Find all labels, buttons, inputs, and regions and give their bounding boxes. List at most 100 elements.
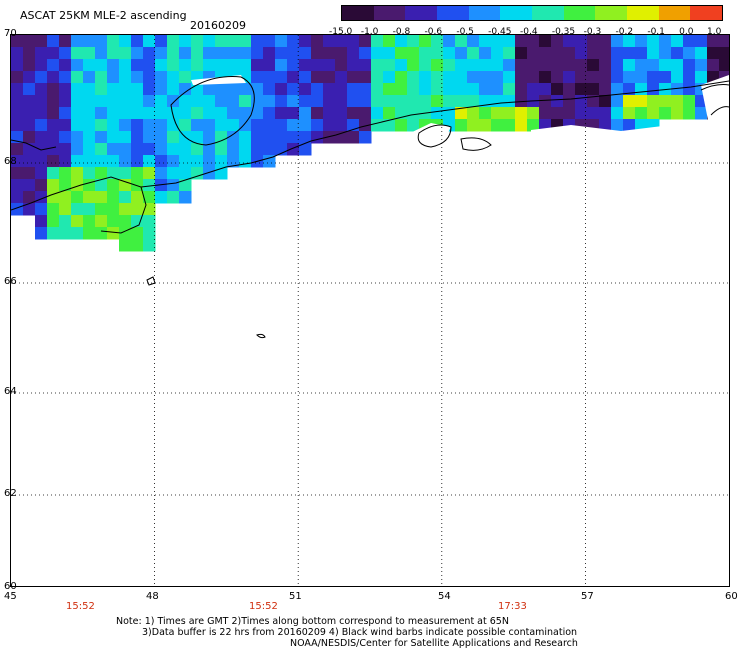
data-cell (599, 107, 612, 120)
data-cell (131, 143, 144, 156)
data-cell (59, 119, 72, 132)
data-cell (131, 83, 144, 96)
data-cell (131, 167, 144, 180)
data-cell (23, 203, 36, 216)
data-cell (95, 131, 108, 144)
data-cell (203, 59, 216, 72)
data-cell (71, 35, 84, 48)
data-cell (143, 71, 156, 84)
data-cell (251, 131, 264, 144)
lat-label-70: 70 (4, 28, 17, 39)
coastline (11, 76, 729, 339)
data-cell (311, 83, 324, 96)
data-cell (407, 47, 420, 60)
data-cell (395, 59, 408, 72)
data-cell (263, 95, 276, 108)
data-cell (635, 71, 648, 84)
data-cell (167, 155, 180, 168)
data-cell (215, 59, 228, 72)
data-cell (59, 35, 72, 48)
data-cell (347, 35, 360, 48)
data-cell (179, 95, 192, 108)
data-cell (155, 35, 168, 48)
data-cell (575, 71, 588, 84)
data-cell (203, 119, 216, 132)
data-cell (623, 107, 636, 120)
data-cell (47, 71, 60, 84)
data-cell (155, 191, 168, 204)
data-cell (47, 131, 60, 144)
data-cell (251, 95, 264, 108)
data-cell (623, 59, 636, 72)
data-cell (131, 203, 144, 216)
note-line-1: Note: 1) Times are GMT 2)Times along bot… (116, 616, 509, 627)
data-cell (431, 35, 444, 48)
data-cell (59, 191, 72, 204)
data-cell (419, 71, 432, 84)
data-cell (383, 95, 396, 108)
data-cell (95, 119, 108, 132)
data-cell (155, 107, 168, 120)
data-cell (203, 143, 216, 156)
colorbar-segment (690, 6, 722, 20)
data-cell (71, 71, 84, 84)
data-cell (131, 59, 144, 72)
data-cell (467, 71, 480, 84)
data-cell (215, 143, 228, 156)
data-cell (575, 83, 588, 96)
colorbar-segment (342, 6, 374, 20)
data-cell (59, 47, 72, 60)
data-cell (479, 59, 492, 72)
data-cell (155, 95, 168, 108)
data-cell (107, 155, 120, 168)
data-cell (227, 155, 240, 168)
data-cell (179, 107, 192, 120)
data-cell (635, 47, 648, 60)
colorbar-segment (563, 6, 596, 20)
data-cell (719, 47, 729, 60)
data-cell (311, 71, 324, 84)
data-cell (83, 203, 96, 216)
data-cell (263, 47, 276, 60)
data-cell (83, 119, 96, 132)
data-cell (347, 131, 360, 144)
data-cell (203, 35, 216, 48)
data-cell (35, 35, 48, 48)
data-cell (239, 47, 252, 60)
map-plot-area (10, 34, 730, 587)
data-cell (287, 83, 300, 96)
data-cell (179, 71, 192, 84)
data-cell (59, 167, 72, 180)
data-cell (83, 191, 96, 204)
data-cell (131, 191, 144, 204)
data-cell (143, 35, 156, 48)
data-cell (515, 119, 528, 132)
data-cell (239, 119, 252, 132)
data-cell (143, 131, 156, 144)
data-cell (155, 179, 168, 192)
data-cell (11, 59, 24, 72)
data-cell (299, 59, 312, 72)
data-cell (167, 179, 180, 192)
data-cell (275, 95, 288, 108)
data-cell (59, 215, 72, 228)
data-cell (275, 35, 288, 48)
data-cell (347, 71, 360, 84)
data-cell (35, 59, 48, 72)
data-cell (107, 143, 120, 156)
data-cell (287, 119, 300, 132)
data-cell (491, 47, 504, 60)
data-cell (119, 191, 132, 204)
data-cell (251, 71, 264, 84)
data-cell (383, 119, 396, 132)
data-cell (23, 119, 36, 132)
data-cell (59, 131, 72, 144)
data-cell (371, 107, 384, 120)
data-cell (599, 83, 612, 96)
data-cell (455, 107, 468, 120)
data-cell (299, 95, 312, 108)
lon-label-45: 45 (4, 591, 17, 602)
data-cell (251, 59, 264, 72)
data-cell (335, 119, 348, 132)
data-cell (443, 35, 456, 48)
